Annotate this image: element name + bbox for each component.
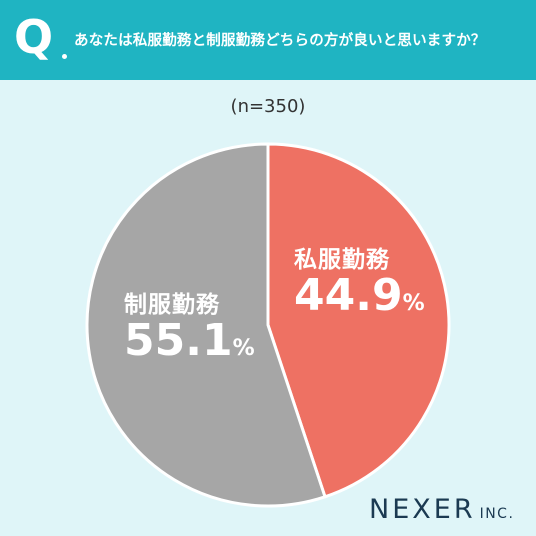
slice-unit: % (402, 291, 425, 316)
slice-value: 44.9 (294, 270, 403, 321)
slice-name: 私服勤務 (294, 247, 390, 273)
slice-label-shifuku: 私服勤務 44.9% (294, 240, 425, 318)
logo-suffix: INC. (479, 506, 515, 522)
slice-name: 制服勤務 (124, 292, 220, 318)
slice-unit: % (232, 336, 255, 361)
pie-slice-seifuku (85, 142, 327, 508)
logo-name: NEXER (369, 494, 476, 525)
question-text: あなたは私服勤務と制服勤務どちらの方が良いと思いますか？ (74, 33, 486, 49)
q-dot (62, 54, 67, 59)
nexer-logo: NEXER INC. (369, 494, 514, 525)
pie-slice-shifuku (266, 142, 451, 499)
sample-size: (n=350) (230, 96, 306, 117)
slice-value: 55.1 (124, 315, 233, 366)
slice-label-seifuku: 制服勤務 55.1% (124, 285, 255, 363)
question-header: Q あなたは私服勤務と制服勤務どちらの方が良いと思いますか？ (0, 0, 536, 80)
q-mark: Q (14, 10, 54, 64)
